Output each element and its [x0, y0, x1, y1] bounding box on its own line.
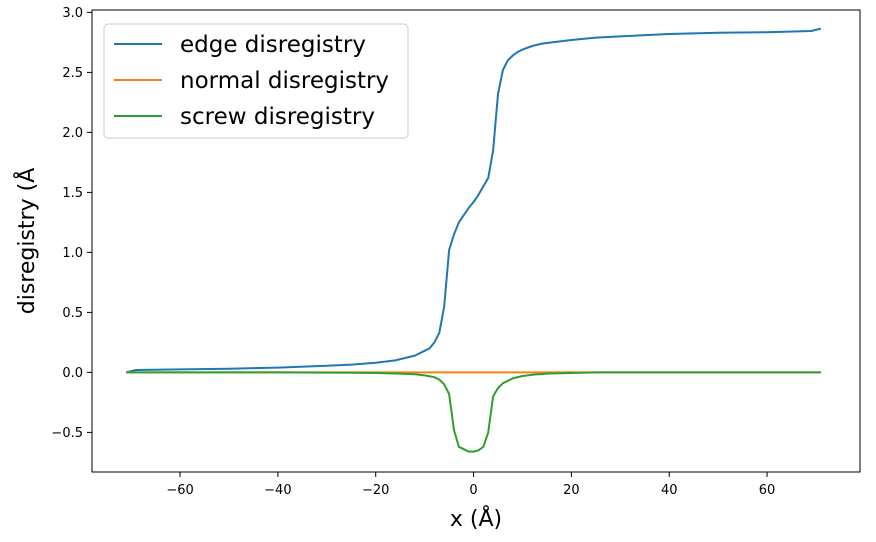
- legend-label: normal disregistry: [180, 68, 389, 94]
- y-tick-label: 3.0: [62, 6, 83, 21]
- y-tick-label: 0.0: [62, 366, 83, 381]
- plot-area: [126, 27, 822, 453]
- x-tick-label: 40: [661, 483, 678, 498]
- y-axis-title: disregistry (Å: [13, 168, 40, 315]
- series-line-screw-disregistry: [126, 371, 821, 453]
- legend-label: screw disregistry: [180, 104, 375, 130]
- legend-box: [103, 23, 409, 139]
- x-axis-title: x (Å): [450, 505, 502, 532]
- x-tick-label: −60: [166, 483, 193, 498]
- y-tick-label: −0.5: [51, 426, 83, 441]
- x-tick-label: −20: [362, 483, 389, 498]
- legend-label: edge disregistry: [180, 32, 366, 58]
- y-tick-label: 2.0: [62, 126, 83, 141]
- y-tick-label: 2.5: [62, 66, 83, 81]
- x-axis: −60 −40 −20 0 20 40 60: [166, 472, 775, 498]
- legend: edge disregistry normal disregistry screw …: [103, 23, 409, 139]
- series-line-edge-disregistry: [126, 27, 822, 374]
- y-tick-label: 1.0: [62, 246, 83, 261]
- axes-frame: [91, 9, 861, 473]
- y-tick-label: 0.5: [62, 306, 83, 321]
- y-tick-label: 1.5: [62, 186, 83, 201]
- x-tick-label: 0: [469, 483, 477, 498]
- x-tick-label: 20: [563, 483, 580, 498]
- x-tick-label: −40: [264, 483, 291, 498]
- x-tick-label: 60: [759, 483, 776, 498]
- y-axis: −0.5 0.0 0.5 1.0 1.5 2.0 2.5 3.0: [51, 6, 92, 441]
